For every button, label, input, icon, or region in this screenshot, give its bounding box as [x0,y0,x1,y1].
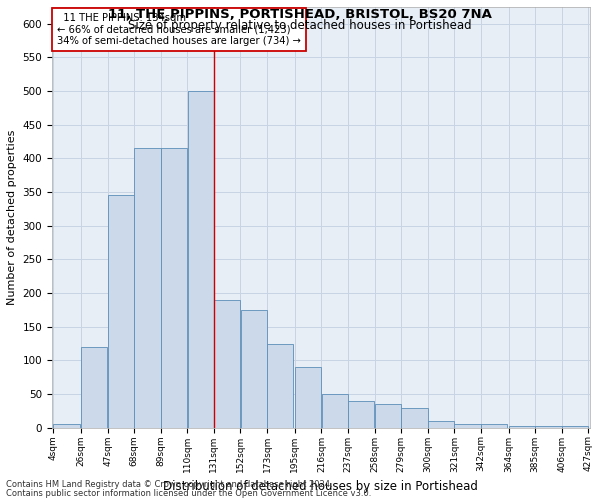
Bar [134,148,161,428]
Bar [481,424,507,428]
Text: Contains public sector information licensed under the Open Government Licence v3: Contains public sector information licen… [6,488,371,498]
Y-axis label: Number of detached properties: Number of detached properties [7,130,17,305]
X-axis label: Distribution of detached houses by size in Portishead: Distribution of detached houses by size … [163,480,478,493]
Bar [535,426,562,428]
Bar [267,344,293,427]
Text: 11, THE PIPPINS, PORTISHEAD, BRISTOL, BS20 7NA: 11, THE PIPPINS, PORTISHEAD, BRISTOL, BS… [108,8,492,20]
Bar [241,310,267,428]
Bar [454,424,481,428]
Bar [509,426,535,428]
Text: 11 THE PIPPINS: 134sqm
← 66% of detached houses are smaller (1,423)
34% of semi-: 11 THE PIPPINS: 134sqm ← 66% of detached… [58,14,301,46]
Bar [53,424,80,428]
Bar [401,408,428,428]
Bar [375,404,401,427]
Bar [188,91,214,428]
Bar [81,347,107,428]
Bar [322,394,348,428]
Text: Size of property relative to detached houses in Portishead: Size of property relative to detached ho… [128,18,472,32]
Bar [161,148,187,428]
Bar [428,421,454,428]
Text: Contains HM Land Registry data © Crown copyright and database right 2024.: Contains HM Land Registry data © Crown c… [6,480,332,489]
Bar [295,367,321,428]
Bar [108,196,134,428]
Bar [214,300,240,428]
Bar [562,426,588,428]
Bar [348,401,374,427]
